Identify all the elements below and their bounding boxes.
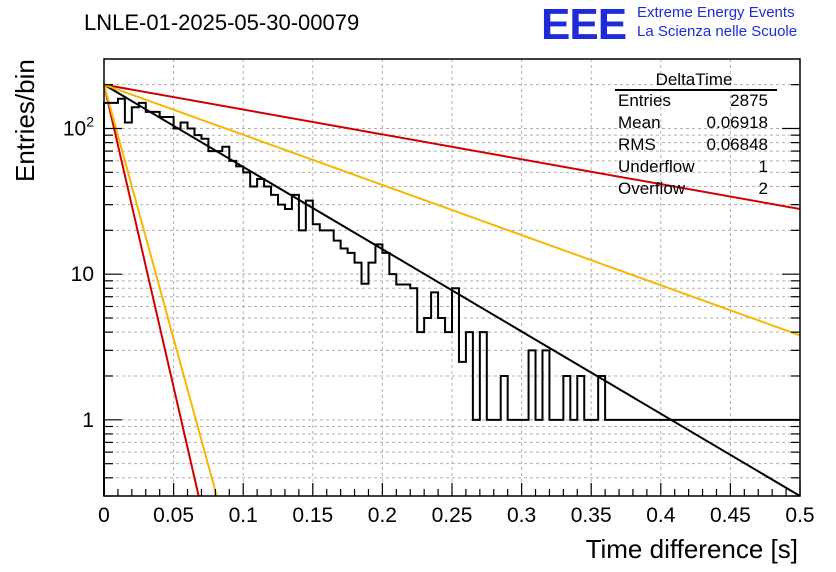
axis-ticks: [103, 84, 801, 497]
stats-row-underflow: Underflow 1: [610, 157, 778, 179]
stats-value: 0.06918: [706, 113, 768, 132]
stats-label: Mean: [618, 113, 661, 132]
stats-label: RMS: [618, 135, 656, 154]
x-tick-label: 0.25: [432, 504, 473, 527]
stats-title-underline: [615, 89, 777, 91]
fit-curve: [103, 83, 801, 211]
eee-line2: La Scienza nelle Scuole: [637, 23, 798, 40]
stats-value: 1: [758, 157, 768, 176]
x-axis-title: Time difference [s]: [586, 534, 798, 564]
eee-logo: EEE: [541, 0, 627, 49]
x-tick-label: 0.15: [292, 504, 333, 527]
y-tick-label: 1: [82, 409, 94, 432]
y-tick-labels: 1 10 102: [63, 114, 94, 432]
stats-row-rms: RMS 0.06848: [610, 135, 778, 157]
eee-logo-text: Extreme Energy Events La Scienza nelle S…: [637, 3, 797, 41]
stats-label: Entries: [618, 91, 671, 110]
fit-curve: [103, 84, 200, 497]
chart-title: LNLE-01-2025-05-30-00079: [84, 10, 360, 35]
stats-box: DeltaTime Entries 2875 Mean 0.06918 RMS …: [610, 70, 778, 205]
eee-line1: Extreme Energy Events: [637, 4, 795, 21]
y-tick-label: 10: [71, 263, 94, 286]
x-tick-label: 0.1: [229, 504, 258, 527]
stats-value: 2875: [730, 91, 768, 110]
stats-row-entries: Entries 2875: [610, 91, 778, 113]
stats-row-mean: Mean 0.06918: [610, 113, 778, 135]
x-tick-label: 0.05: [153, 504, 194, 527]
stats-label: Overflow: [618, 179, 686, 198]
x-tick-label: 0.4: [646, 504, 676, 527]
x-tick-label: 0.5: [785, 504, 814, 527]
histogram-steps: [103, 97, 800, 496]
x-tick-label: 0.45: [710, 504, 751, 527]
x-tick-label: 0.3: [507, 504, 536, 527]
stats-row-overflow: Overflow 2: [610, 179, 778, 201]
stats-value: 2: [758, 179, 768, 198]
stats-label: Underflow: [618, 157, 695, 176]
fit-curve: [103, 84, 218, 497]
stats-title: DeltaTime: [655, 70, 733, 89]
y-axis-title: Entries/bin: [10, 59, 40, 182]
x-tick-label: 0: [98, 504, 110, 527]
x-tick-labels: 0 0.05 0.1 0.15 0.2 0.25 0.3 0.35 0.4 0.45 0.5: [98, 504, 814, 527]
x-tick-label: 0.35: [571, 504, 612, 527]
stats-value: 0.06848: [706, 135, 768, 154]
x-tick-label: 0.2: [368, 504, 397, 527]
histogram: [103, 97, 800, 496]
fit-curve: [103, 83, 801, 337]
y-tick-label: 102: [63, 114, 94, 141]
